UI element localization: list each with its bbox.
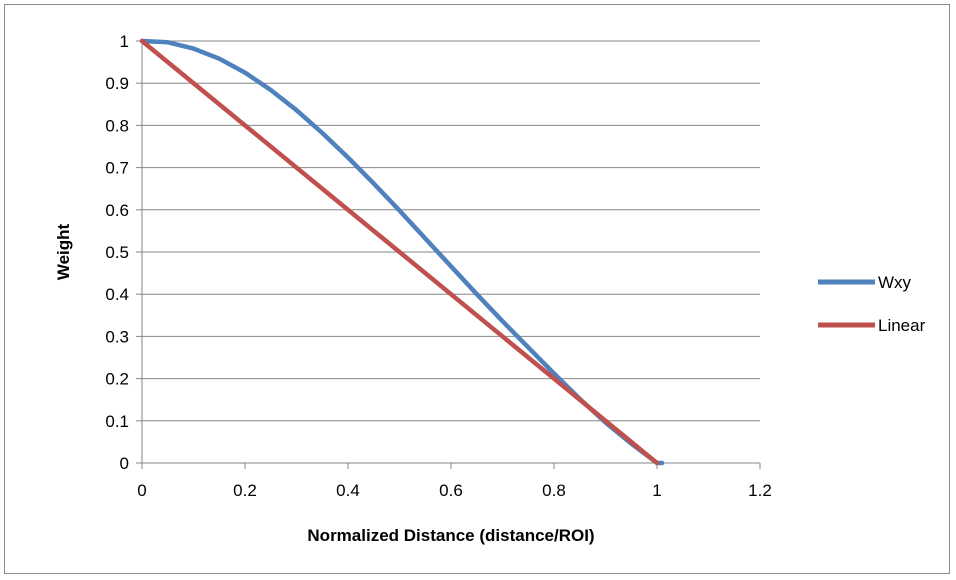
y-tick-label: 0.2 [105, 370, 129, 389]
y-tick-label: 0.4 [105, 285, 129, 304]
y-tick-label: 0.6 [105, 201, 129, 220]
series-lines [139, 38, 665, 466]
x-tick-label: 0.8 [542, 481, 566, 500]
y-tick-label: 0.3 [105, 327, 129, 346]
y-tick-label: 0.7 [105, 159, 129, 178]
x-tick-label: 0 [137, 481, 146, 500]
gridlines [142, 40, 760, 422]
y-tick-label: 0.9 [105, 74, 129, 93]
y-tick-label: 0 [120, 454, 129, 473]
y-tick-label: 0.1 [105, 412, 129, 431]
x-tick-label: 0.2 [233, 481, 257, 500]
legend-label-wxy: Wxy [878, 273, 912, 292]
x-tick-label: 0.4 [336, 481, 360, 500]
y-tick-label: 0.8 [105, 116, 129, 135]
x-tick-label: 1.2 [748, 481, 772, 500]
x-tick-label: 1 [652, 481, 661, 500]
legend-label-linear: Linear [878, 316, 926, 335]
x-tick-label: 0.6 [439, 481, 463, 500]
axes [136, 40, 761, 469]
y-tick-label: 1 [120, 32, 129, 51]
y-axis-title: Weight [54, 223, 73, 280]
x-axis-title: Normalized Distance (distance/ROI) [307, 526, 594, 545]
series-line-linear [139, 38, 660, 466]
chart-frame [4, 4, 950, 574]
y-tick-label: 0.5 [105, 243, 129, 262]
legend: Wxy Linear [818, 273, 926, 335]
tick-labels: 0 0.1 0.2 0.3 0.4 0.5 0.6 0.7 0.8 0.9 1 0 0.2 0.4 0.6 0… [105, 32, 771, 500]
